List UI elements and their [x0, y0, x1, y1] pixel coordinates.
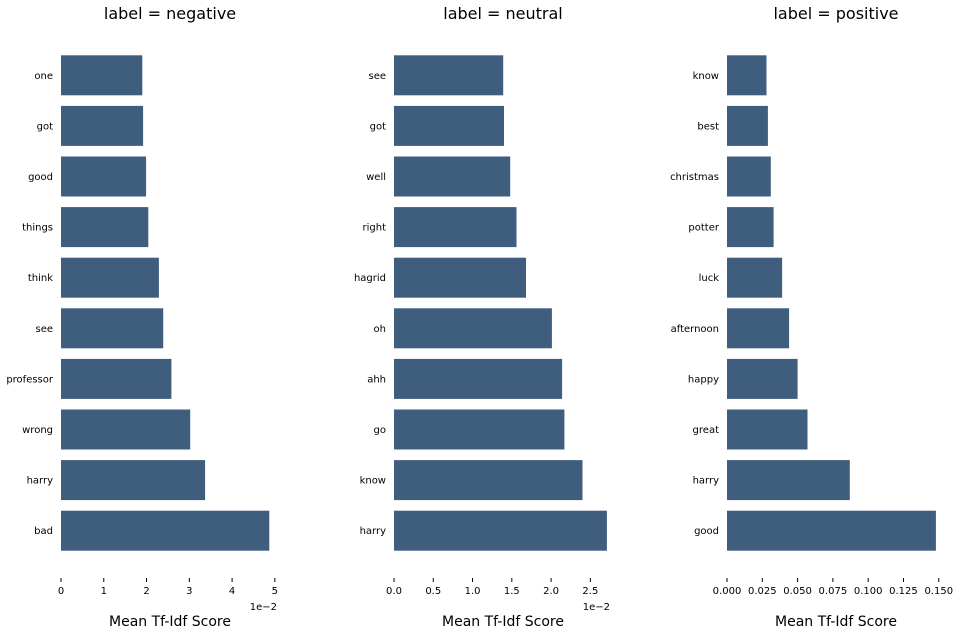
- x-tick-label: 2.0: [543, 586, 559, 597]
- x-tick-label: 0.125: [889, 586, 918, 597]
- category-label: oh: [374, 324, 386, 335]
- category-label: harry: [360, 526, 387, 537]
- bar: [61, 156, 147, 197]
- category-label: right: [363, 223, 387, 234]
- bar: [61, 55, 143, 96]
- category-label: afternoon: [671, 324, 719, 335]
- category-label: good: [694, 526, 719, 537]
- x-tick-label: 0.000: [713, 586, 742, 597]
- x-tick-label: 0.150: [924, 586, 953, 597]
- bar: [727, 55, 767, 96]
- x-tick-label: 1.0: [465, 586, 481, 597]
- bar: [61, 510, 270, 551]
- bar: [61, 308, 164, 349]
- bar: [394, 358, 563, 399]
- category-label: harry: [27, 476, 54, 487]
- bar: [61, 105, 144, 146]
- bar: [727, 460, 850, 501]
- bar: [61, 257, 159, 298]
- bar: [394, 460, 583, 501]
- bar: [727, 409, 808, 450]
- x-axis-offset-label: 1e−2: [583, 602, 610, 613]
- category-label: see: [35, 324, 53, 335]
- bar: [727, 105, 768, 146]
- x-axis-label: Mean Tf-Idf Score: [442, 614, 564, 630]
- bar: [61, 207, 149, 248]
- x-tick-label: 0.5: [425, 586, 441, 597]
- category-label: one: [34, 71, 53, 82]
- category-label: go: [374, 425, 386, 436]
- x-tick-label: 0.0: [386, 586, 402, 597]
- category-label: wrong: [22, 425, 53, 436]
- bar: [61, 460, 206, 501]
- x-tick-label: 2.5: [582, 586, 598, 597]
- x-tick-label: 0: [58, 586, 64, 597]
- x-axis-offset-label: 1e−2: [250, 602, 277, 613]
- x-tick-label: 0.100: [854, 586, 883, 597]
- category-label: things: [22, 223, 53, 234]
- bar: [394, 257, 526, 298]
- chart-title: label = positive: [773, 4, 898, 23]
- category-label: potter: [688, 223, 719, 234]
- category-label: luck: [699, 273, 720, 284]
- bar: [394, 55, 504, 96]
- category-label: best: [697, 121, 719, 132]
- category-label: bad: [34, 526, 53, 537]
- category-label: ahh: [367, 374, 386, 385]
- bar: [727, 156, 771, 197]
- x-tick-label: 1.5: [504, 586, 520, 597]
- category-label: see: [368, 71, 386, 82]
- chart-title: label = negative: [104, 4, 236, 23]
- category-label: good: [28, 172, 53, 183]
- x-tick-label: 0.025: [748, 586, 777, 597]
- bar: [394, 156, 511, 197]
- bar: [394, 308, 552, 349]
- category-label: professor: [6, 374, 54, 385]
- category-label: know: [360, 476, 386, 487]
- bar: [727, 308, 790, 349]
- bar: [394, 409, 565, 450]
- x-tick-label: 3: [186, 586, 192, 597]
- category-label: got: [37, 121, 53, 132]
- category-label: happy: [688, 374, 719, 385]
- category-label: well: [366, 172, 386, 183]
- bar: [394, 207, 517, 248]
- x-axis-label: Mean Tf-Idf Score: [109, 614, 231, 630]
- x-tick-label: 4: [229, 586, 235, 597]
- category-label: know: [693, 71, 719, 82]
- bar: [61, 409, 191, 450]
- bar: [727, 358, 798, 399]
- x-tick-label: 2: [143, 586, 149, 597]
- x-tick-label: 1: [101, 586, 107, 597]
- x-tick-label: 0.075: [819, 586, 848, 597]
- x-tick-label: 0.050: [783, 586, 812, 597]
- bar: [727, 257, 783, 298]
- category-label: harry: [693, 476, 720, 487]
- bar: [394, 105, 504, 146]
- category-label: great: [693, 425, 720, 436]
- x-axis-label: Mean Tf-Idf Score: [775, 614, 897, 630]
- bar: [727, 207, 774, 248]
- bar: [727, 510, 936, 551]
- category-label: got: [370, 121, 386, 132]
- category-label: think: [28, 273, 53, 284]
- bar: [61, 358, 172, 399]
- chart-title: label = neutral: [443, 4, 563, 23]
- category-label: christmas: [670, 172, 719, 183]
- bar: [394, 510, 607, 551]
- category-label: hagrid: [354, 273, 386, 284]
- x-tick-label: 5: [272, 586, 278, 597]
